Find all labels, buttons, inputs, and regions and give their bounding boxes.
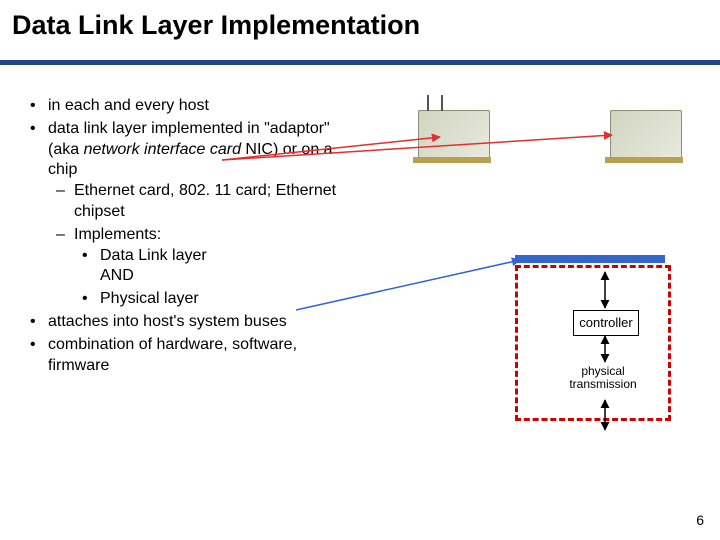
bullet-2-text-b: network interface card xyxy=(84,141,241,158)
bullet-2-2-1: Data Link layer AND xyxy=(82,246,350,288)
bullet-2: data link layer implemented in "adaptor"… xyxy=(30,119,350,310)
bullet-3: attaches into host's system buses xyxy=(30,312,350,333)
bullet-2-2-1-text-b: AND xyxy=(100,267,134,284)
bullet-1-text: in each and every host xyxy=(48,97,209,114)
antenna-icon-2 xyxy=(441,95,443,111)
bullet-2-1: Ethernet card, 802. 11 card; Ethernet ch… xyxy=(56,181,350,223)
bullet-2-2-2-text: Physical layer xyxy=(100,290,199,307)
bullet-4-text: combination of hardware, software, firmw… xyxy=(48,336,297,374)
controller-box: controller xyxy=(573,310,639,336)
bullet-4: combination of hardware, software, firmw… xyxy=(30,335,350,377)
slide-title: Data Link Layer Implementation xyxy=(12,10,420,41)
bullet-3-text: attaches into host's system buses xyxy=(48,313,287,330)
controller-label: controller xyxy=(579,315,632,330)
bullet-content: in each and every host data link layer i… xyxy=(30,96,350,378)
page-number: 6 xyxy=(696,512,704,528)
pci-strip-icon-2 xyxy=(605,157,683,163)
nic-card-wifi xyxy=(418,110,490,160)
bullet-2-2-2: Physical layer xyxy=(82,289,350,310)
bullet-2-2-text: Implements: xyxy=(74,226,161,243)
bullet-2-2: Implements: Data Link layer AND Physical… xyxy=(56,225,350,310)
host-bus-bar xyxy=(515,255,665,263)
diagram-area: controller physical transmission xyxy=(400,110,700,480)
pci-strip-icon xyxy=(413,157,491,163)
physical-box: physical transmission xyxy=(558,365,648,399)
slide: Data Link Layer Implementation in each a… xyxy=(0,0,720,540)
title-underline xyxy=(0,60,720,65)
nic-card-ethernet xyxy=(610,110,682,160)
bullet-2-2-1-text-a: Data Link layer xyxy=(100,247,207,264)
bullet-1: in each and every host xyxy=(30,96,350,117)
bullet-2-1-text: Ethernet card, 802. 11 card; Ethernet ch… xyxy=(74,182,336,220)
physical-label: physical transmission xyxy=(569,364,636,391)
antenna-icon xyxy=(427,95,429,111)
